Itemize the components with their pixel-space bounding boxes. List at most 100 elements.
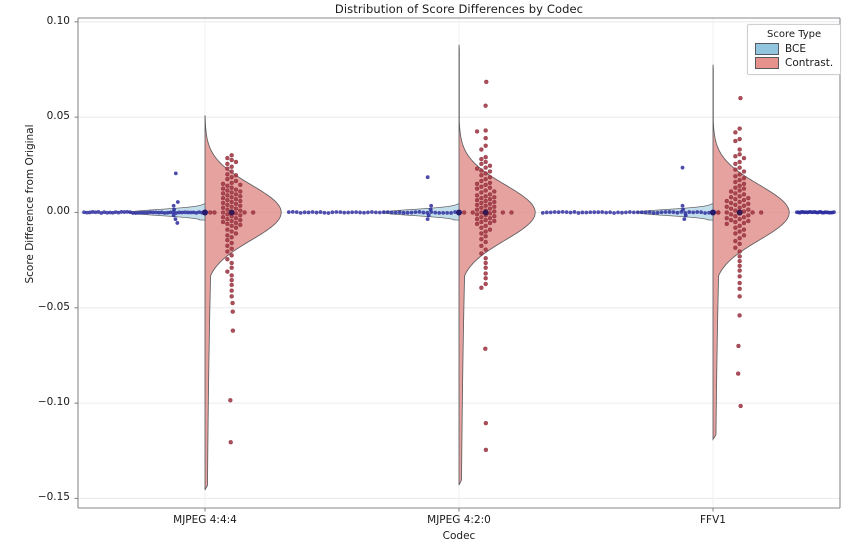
point-contrast: [728, 206, 734, 211]
point-contrast: [733, 130, 738, 135]
point-contrast: [741, 227, 747, 232]
point-contrast: [483, 223, 488, 228]
point-contrast: [737, 136, 742, 142]
point-contrast: [509, 210, 514, 215]
point-contrast: [479, 243, 484, 248]
point-bce: [592, 210, 597, 215]
point-contrast: [479, 178, 484, 184]
point-bce: [421, 210, 426, 215]
point-contrast: [474, 207, 480, 212]
point-contrast: [220, 200, 226, 206]
point-bce: [136, 210, 141, 215]
point-contrast: [474, 202, 480, 208]
point-bce: [631, 210, 636, 215]
point-bce-outlier: [680, 203, 685, 208]
point-bce: [145, 210, 150, 215]
point-contrast: [487, 175, 493, 180]
point-bce: [635, 210, 640, 215]
median-marker-contrast: [736, 209, 743, 216]
point-contrast: [251, 210, 256, 215]
point-contrast: [733, 196, 738, 202]
point-bce: [119, 210, 124, 214]
point-contrast: [483, 239, 488, 245]
legend-item-contrast[interactable]: Contrast.: [755, 57, 833, 69]
point-bce: [572, 210, 577, 214]
point-contrast: [225, 193, 230, 198]
point-bce: [560, 210, 565, 214]
point-contrast: [492, 204, 497, 209]
point-bce: [385, 210, 390, 215]
point-contrast: [741, 203, 747, 208]
y-tick-label: −0.15: [37, 491, 70, 504]
point-contrast: [733, 202, 738, 208]
point-bce: [84, 210, 89, 215]
y-tick-label: 0.10: [46, 14, 70, 27]
point-contrast: [737, 286, 742, 291]
point-contrast: [483, 260, 488, 266]
point-contrast: [483, 203, 488, 208]
legend-item-bce[interactable]: BCE: [755, 43, 833, 55]
point-bce-outlier: [682, 217, 687, 222]
point-bce: [302, 210, 307, 215]
point-contrast: [220, 210, 226, 215]
x-tick-label: MJPEG 4:4:4: [173, 514, 237, 526]
point-bce: [108, 210, 112, 215]
point-bce-outlier: [173, 171, 178, 176]
point-contrast: [229, 195, 234, 200]
point-contrast: [220, 186, 226, 191]
point-contrast: [479, 161, 484, 167]
point-contrast: [483, 247, 488, 252]
point-bce: [177, 210, 181, 215]
point-bce: [627, 210, 632, 214]
violin-contrast-2: [712, 64, 790, 441]
point-contrast: [479, 219, 484, 225]
point-contrast: [229, 229, 234, 234]
point-contrast: [474, 221, 480, 227]
point-contrast: [483, 271, 488, 276]
point-contrast: [479, 196, 484, 201]
point-contrast: [733, 225, 738, 230]
point-contrast: [225, 155, 230, 161]
point-bce: [318, 210, 323, 214]
point-contrast: [229, 157, 234, 163]
x-axis-label: Codec: [442, 530, 476, 542]
point-bce: [552, 210, 557, 214]
point-contrast: [479, 168, 484, 173]
point-contrast: [229, 199, 234, 205]
point-contrast: [733, 138, 738, 144]
point-bce-outlier: [681, 207, 685, 212]
point-contrast: [228, 398, 233, 403]
point-contrast: [737, 199, 742, 205]
point-contrast: [225, 183, 230, 188]
point-contrast: [483, 234, 488, 239]
point-contrast: [741, 181, 747, 187]
point-contrast: [492, 209, 497, 214]
point-contrast: [733, 245, 738, 250]
point-contrast: [483, 171, 488, 176]
point-contrast: [724, 204, 729, 209]
point-contrast: [733, 174, 738, 179]
point-contrast: [474, 129, 480, 134]
point-contrast: [474, 212, 480, 217]
page-title: Distribution of Score Differences by Cod…: [334, 2, 584, 16]
median-marker-bce: [710, 209, 716, 216]
point-contrast: [737, 159, 742, 165]
point-contrast: [483, 128, 488, 133]
point-contrast: [220, 219, 226, 225]
point-bce: [82, 210, 86, 215]
point-contrast: [233, 173, 239, 178]
point-bce: [326, 211, 331, 215]
point-bce: [116, 210, 121, 215]
point-contrast: [737, 241, 742, 247]
violin-contrast-1: [458, 44, 536, 486]
point-contrast: [483, 217, 488, 223]
point-contrast: [728, 212, 734, 217]
point-bce-outlier: [171, 203, 176, 208]
point-bce-outlier: [429, 203, 434, 208]
y-tick-label: 0.00: [46, 205, 70, 218]
point-contrast: [479, 205, 484, 210]
point-bce: [358, 210, 362, 215]
point-contrast: [220, 191, 226, 196]
point-contrast: [479, 200, 484, 206]
